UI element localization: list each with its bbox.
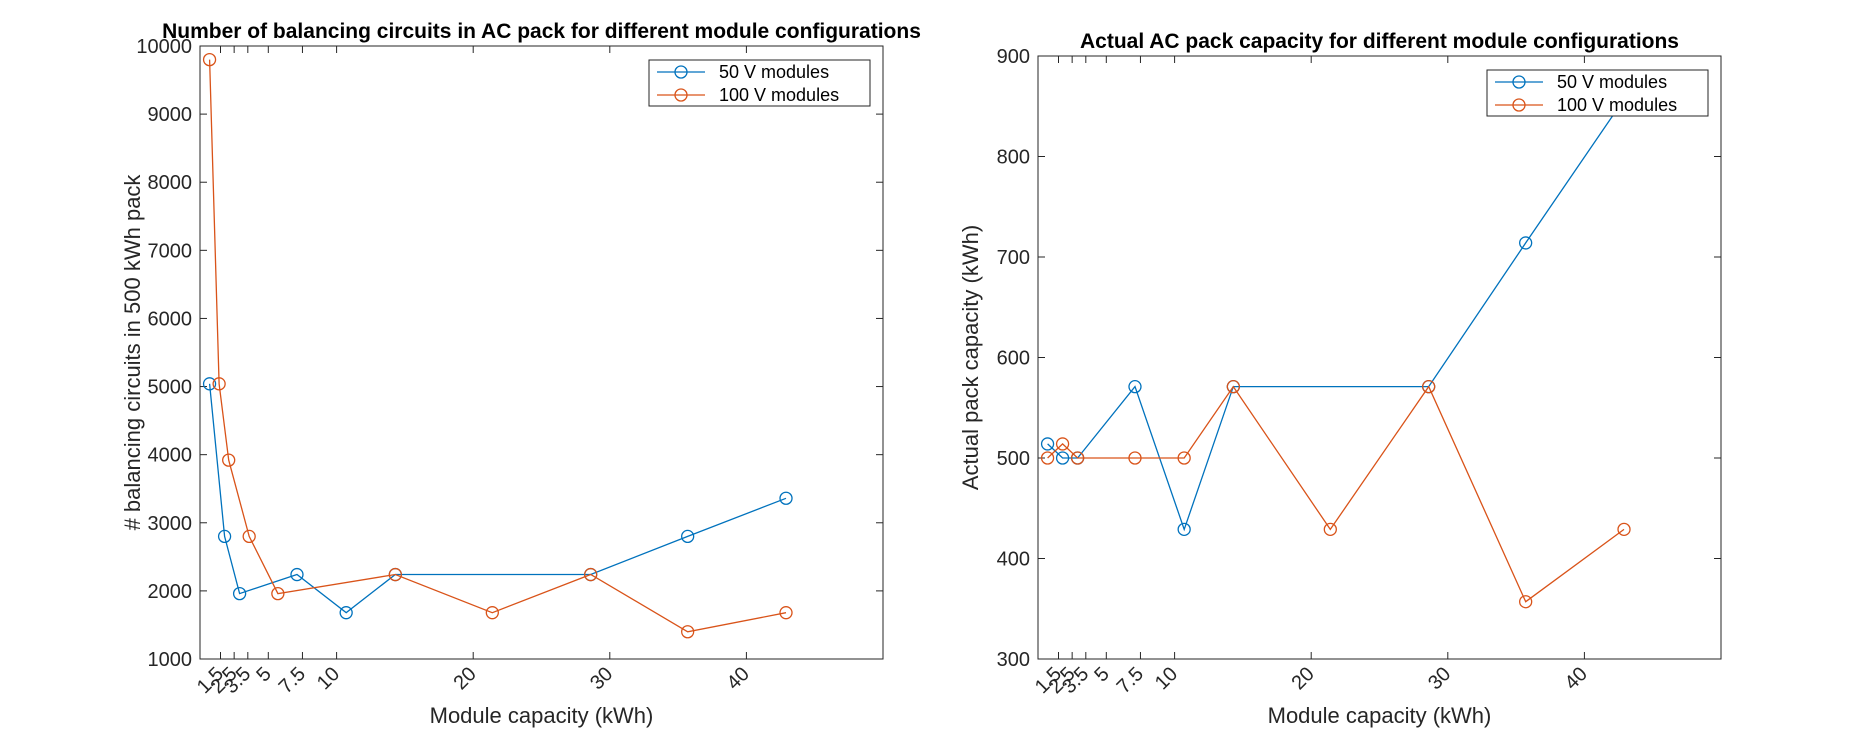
- y-tick-label: 2000: [148, 581, 193, 603]
- data-point: [779, 606, 793, 620]
- y-tick-label: 900: [997, 46, 1030, 68]
- x-tick-label: 10: [1151, 663, 1182, 694]
- data-point: [681, 625, 695, 639]
- x-tick-label: 5: [1090, 663, 1113, 686]
- chart-balancing-circuits: Number of balancing circuits in AC pack …: [120, 20, 921, 728]
- data-point: [1128, 451, 1142, 465]
- data-point: [1177, 522, 1191, 537]
- data-point: [779, 491, 793, 505]
- y-tick-label: 600: [997, 348, 1030, 370]
- data-point: [222, 453, 236, 467]
- x-tick-label: 5: [252, 663, 275, 686]
- y-tick-label: 7000: [148, 240, 193, 262]
- series-line-100v: [1047, 385, 1625, 603]
- data-point: [1422, 379, 1436, 394]
- data-point: [1617, 522, 1631, 537]
- legend-marker: [674, 65, 688, 79]
- x-tick-label: 20: [449, 663, 480, 694]
- legend-label: 50 V modules: [719, 62, 829, 82]
- chart-title: Actual AC pack capacity for different mo…: [1080, 30, 1679, 53]
- data-point: [1177, 451, 1191, 465]
- data-point: [271, 586, 285, 601]
- y-tick-label: 3000: [148, 513, 193, 535]
- y-tick-label: 4000: [148, 445, 193, 467]
- plot-area: [202, 52, 793, 639]
- x-tick-label: 30: [586, 663, 617, 694]
- data-point: [485, 606, 499, 620]
- data-point: [584, 567, 598, 582]
- data-point: [681, 529, 695, 544]
- data-point: [1323, 522, 1337, 537]
- data-point: [232, 586, 247, 601]
- data-point: [1519, 595, 1533, 609]
- axes-box: [199, 45, 884, 660]
- legend-marker: [1512, 98, 1526, 112]
- y-tick-label: 400: [997, 549, 1030, 571]
- plot-area: [1040, 92, 1631, 609]
- y-tick-label: 10000: [136, 36, 192, 58]
- axes-box: [1037, 55, 1722, 660]
- x-tick-label: 10: [313, 663, 344, 694]
- y-tick-label: 500: [997, 448, 1030, 470]
- data-point: [388, 567, 402, 582]
- x-axis-label: Module capacity (kWh): [1268, 703, 1492, 728]
- series-line-100v: [208, 59, 787, 633]
- data-point: [212, 377, 226, 391]
- chart-title: Number of balancing circuits in AC pack …: [162, 20, 921, 43]
- data-point: [1040, 437, 1055, 451]
- x-tick-label: 7.5: [275, 663, 310, 698]
- y-tick-label: 700: [997, 247, 1030, 269]
- data-point: [1070, 451, 1085, 465]
- y-tick-label: 300: [997, 649, 1030, 671]
- y-tick-label: 9000: [148, 104, 193, 126]
- legend: 50 V modules 100 V modules: [648, 59, 871, 107]
- data-point: [339, 606, 353, 620]
- series-line-50v: [208, 383, 787, 614]
- data-point: [1226, 379, 1240, 394]
- legend-marker: [674, 88, 688, 102]
- data-point: [202, 52, 217, 67]
- data-point: [1519, 236, 1533, 250]
- x-axis-label: Module capacity (kWh): [430, 703, 654, 728]
- data-point: [1055, 451, 1070, 465]
- data-point: [202, 377, 217, 391]
- y-tick-label: 1000: [148, 649, 193, 671]
- data-point: [290, 567, 304, 582]
- data-point: [242, 529, 256, 544]
- x-tick-label: 40: [723, 663, 754, 694]
- series-line-50v: [1047, 98, 1625, 532]
- data-point: [217, 529, 232, 544]
- legend-label: 100 V modules: [1557, 95, 1677, 115]
- y-tick-label: 800: [997, 147, 1030, 169]
- x-tick-label: 7.5: [1113, 663, 1148, 698]
- x-tick-label: 20: [1287, 663, 1318, 694]
- legend-label: 50 V modules: [1557, 72, 1667, 92]
- chart-actual-capacity: Actual AC pack capacity for different mo…: [958, 30, 1722, 728]
- y-tick-label: 6000: [148, 308, 193, 330]
- data-point: [1040, 451, 1055, 465]
- legend-marker: [1512, 75, 1526, 89]
- data-point: [1128, 379, 1142, 394]
- y-axis-label: Actual pack capacity (kWh): [958, 225, 983, 490]
- x-tick-label: 40: [1561, 663, 1592, 694]
- y-axis-label: # balancing circuits in 500 kWh pack: [120, 174, 145, 531]
- y-tick-label: 5000: [148, 377, 193, 399]
- y-tick-label: 8000: [148, 172, 193, 194]
- x-tick-label: 30: [1424, 663, 1455, 694]
- legend-label: 100 V modules: [719, 85, 839, 105]
- data-point: [1055, 437, 1070, 451]
- legend: 50 V modules 100 V modules: [1486, 69, 1709, 117]
